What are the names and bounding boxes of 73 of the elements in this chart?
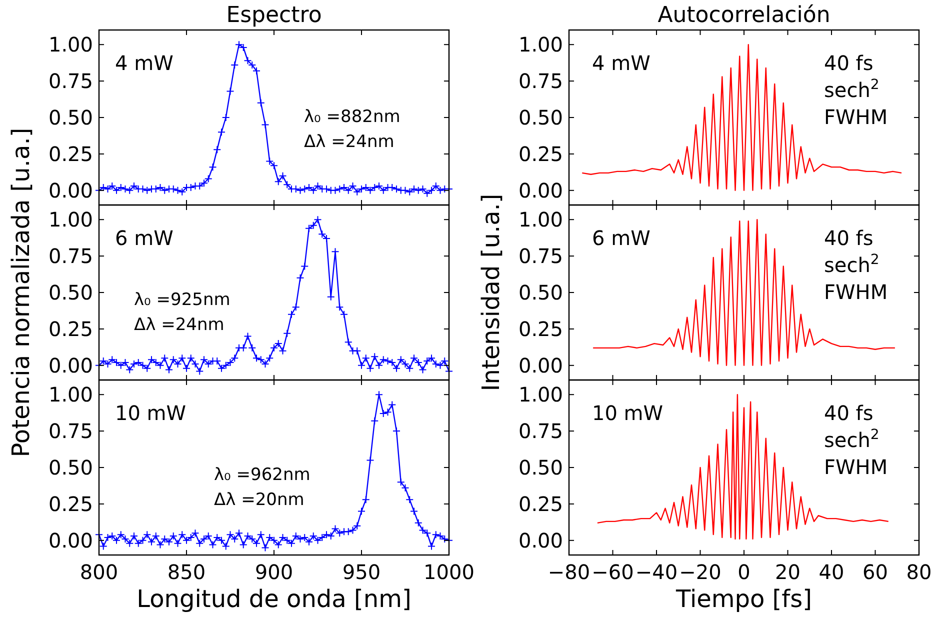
annotation: 6 mW [592, 226, 651, 250]
y-tick-label: 0.25 [518, 142, 563, 166]
annotation: sech$^{2}$ [824, 252, 880, 277]
y-tick-label: 0.50 [518, 106, 563, 130]
y-tick-label: 0.75 [518, 419, 563, 444]
x-tick-label: 40 [818, 560, 844, 584]
y-tick-label: 0.00 [48, 353, 93, 378]
y-tick-label: 0.50 [48, 280, 93, 304]
y-tick-label: 1.00 [48, 32, 93, 57]
x-tick-label: 850 [167, 560, 206, 584]
x-tick-label: 800 [80, 560, 118, 584]
x-tick-label: 1000 [424, 560, 474, 584]
y-tick-label: 0.25 [48, 142, 93, 166]
y-tick-label: 0.75 [48, 69, 93, 94]
y-tick-label: 0.00 [48, 528, 93, 552]
x-tick-label: 60 [862, 560, 888, 584]
annotation: λ₀ =925nm [134, 290, 230, 310]
annotation: Δλ =24nm [304, 132, 394, 152]
y-tick-label: 0.25 [518, 492, 563, 516]
y-tick-label: 0.50 [518, 280, 563, 304]
y-tick-label: 0.00 [48, 178, 93, 202]
annotation: 10 mW [592, 401, 664, 425]
y-tick-label: 0.75 [518, 69, 563, 94]
y-tick-label: 0.25 [48, 492, 93, 516]
annotation: λ₀ =882nm [304, 107, 400, 127]
chart-title: Espectro [226, 3, 322, 28]
x-tick-label: −60 [592, 560, 634, 584]
y-tick-label: 1.00 [518, 208, 563, 232]
y-tick-label: 0.75 [48, 244, 93, 268]
x-tick-label: 950 [342, 560, 381, 584]
y-axis-title: Intensidad [u.a.] [477, 194, 505, 392]
annotation: Δλ =20nm [214, 490, 304, 510]
y-tick-label: 0.00 [518, 528, 563, 552]
y-tick-label: 0.50 [518, 456, 563, 480]
y-axis-title: Potencia normalizada [u.a.] [7, 128, 35, 458]
y-tick-label: 0.75 [48, 419, 93, 444]
annotation: Δλ =24nm [134, 315, 224, 335]
y-tick-label: 0.50 [48, 456, 93, 480]
line-series [592, 218, 896, 366]
x-tick-label: −80 [548, 560, 590, 584]
y-tick-label: 0.75 [518, 244, 563, 268]
x-tick-label: 900 [254, 560, 294, 584]
y-tick-label: 0.00 [518, 178, 563, 202]
x-tick-label: 80 [906, 560, 932, 584]
annotation: 40 fs [824, 401, 874, 425]
annotation: λ₀ =962nm [214, 465, 310, 485]
x-tick-label: 0 [738, 560, 750, 584]
y-tick-label: 0.25 [48, 316, 93, 341]
y-tick-label: 1.00 [518, 32, 563, 57]
y-tick-label: 1.00 [518, 382, 563, 407]
annotation: sech$^{2}$ [824, 77, 880, 102]
annotation: sech$^{2}$ [824, 427, 880, 452]
annotation: FWHM [824, 105, 888, 129]
annotation: FWHM [824, 280, 888, 304]
y-tick-label: 0.25 [518, 316, 563, 341]
annotation: FWHM [824, 455, 888, 479]
annotation: 40 fs [824, 226, 874, 250]
y-tick-label: 1.00 [48, 382, 93, 407]
x-tick-label: −20 [679, 560, 722, 584]
annotation: 4 mW [115, 51, 174, 75]
annotation: 4 mW [592, 51, 651, 75]
y-tick-label: 1.00 [48, 208, 93, 232]
annotation: 40 fs [824, 51, 874, 75]
annotation: 10 mW [115, 401, 186, 425]
x-tick-label: 20 [775, 560, 800, 584]
y-tick-label: 0.00 [518, 353, 563, 378]
chart-title: Autocorrelación [658, 3, 830, 28]
y-tick-label: 0.50 [48, 106, 93, 130]
line-series [582, 44, 902, 192]
x-axis-title: Tiempo [fs] [675, 585, 812, 613]
x-axis-title: Longitud de onda [nm] [136, 585, 412, 613]
x-tick-label: −40 [635, 560, 678, 584]
annotation: 6 mW [115, 226, 174, 250]
